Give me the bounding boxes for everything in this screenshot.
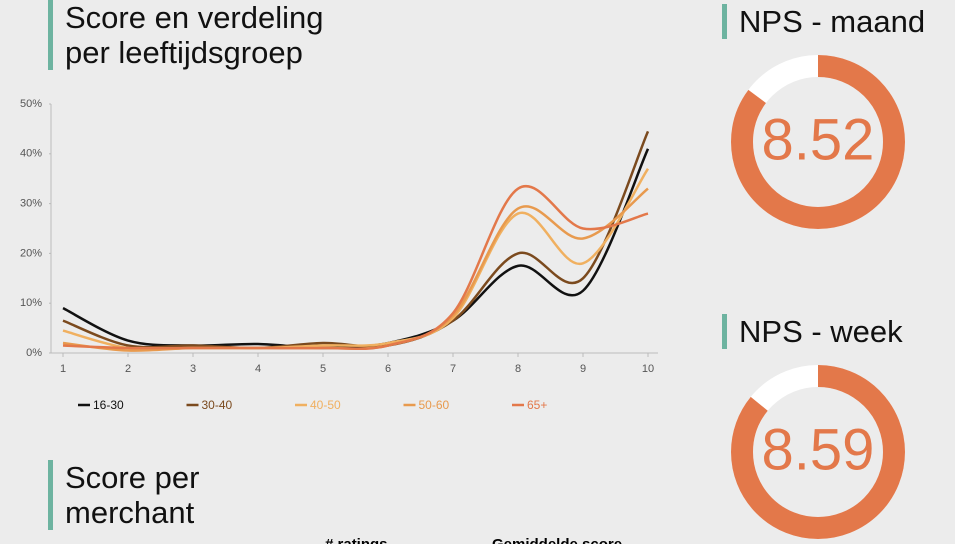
y-tick-label: 10% <box>20 297 42 309</box>
y-tick-label: 0% <box>26 347 42 359</box>
y-tick-label: 50% <box>20 98 42 110</box>
x-tick-label: 1 <box>60 363 66 375</box>
chart-title: Score en verdeling per leeftijdsgroep <box>48 0 355 70</box>
legend-label: 50-60 <box>419 398 450 412</box>
section-title: Score per merchant <box>48 460 235 530</box>
x-tick-label: 3 <box>190 363 196 375</box>
x-tick-label: 2 <box>125 363 131 375</box>
legend-label: 40-50 <box>310 398 341 412</box>
y-tick-label: 30% <box>20 198 42 210</box>
x-tick-label: 9 <box>580 363 586 375</box>
y-tick-label: 40% <box>20 148 42 160</box>
gauge-title: NPS - maand <box>722 4 925 39</box>
column-header: Gemiddelde score <box>492 536 622 544</box>
line-series <box>62 185 649 351</box>
gauge-value: 8.52 <box>762 107 875 172</box>
legend-label: 16-30 <box>93 398 124 412</box>
column-header: # ratings <box>325 536 388 544</box>
x-tick-label: 4 <box>255 363 261 375</box>
gauge-title: NPS - week <box>722 314 903 349</box>
gauge-arc <box>731 55 905 229</box>
line-series <box>62 130 650 350</box>
legend-label: 65+ <box>527 398 547 412</box>
x-tick-label: 7 <box>450 363 456 375</box>
legend-label: 30-40 <box>202 398 233 412</box>
gauge-arc <box>731 365 905 539</box>
x-tick-label: 5 <box>320 363 326 375</box>
x-tick-label: 6 <box>385 363 391 375</box>
line-series <box>62 168 650 351</box>
y-tick-label: 20% <box>20 247 42 259</box>
gauge-value: 8.59 <box>762 417 875 482</box>
x-tick-label: 8 <box>515 363 521 375</box>
x-tick-label: 10 <box>642 363 654 375</box>
